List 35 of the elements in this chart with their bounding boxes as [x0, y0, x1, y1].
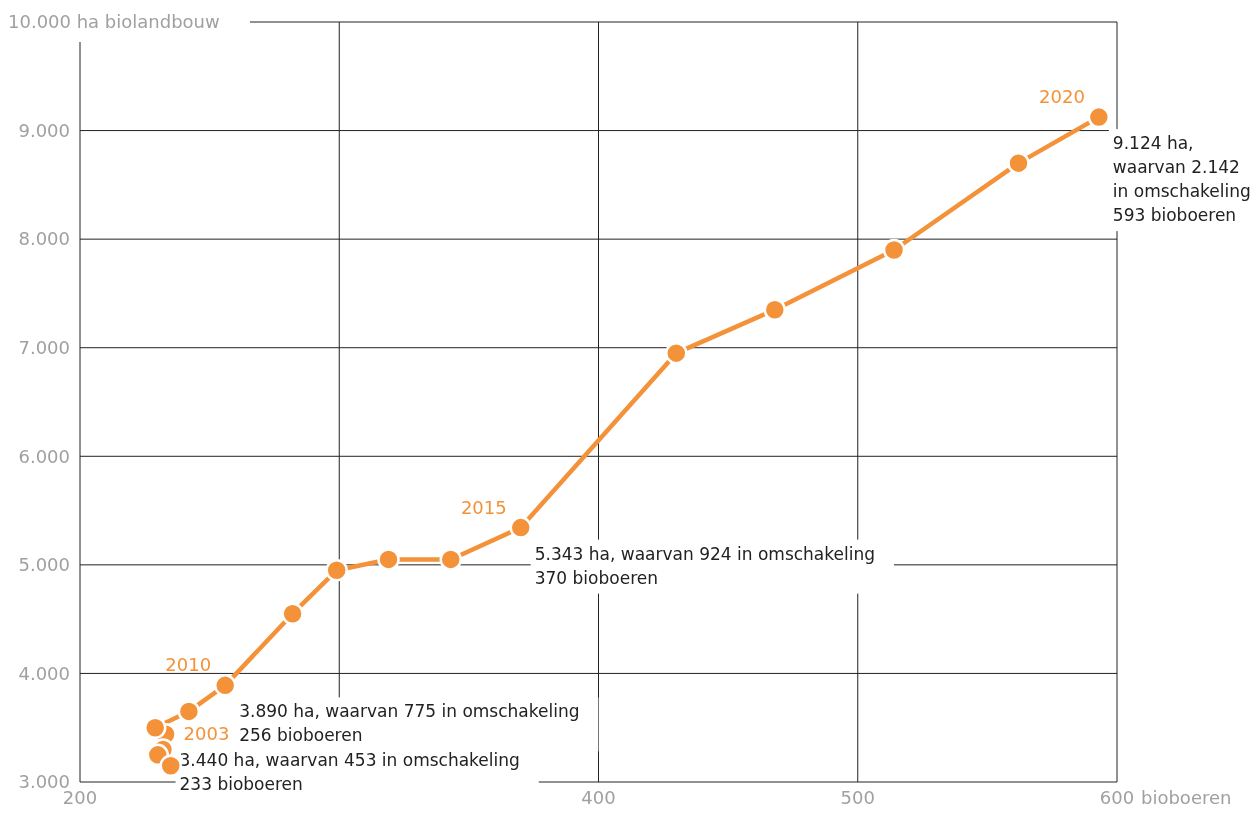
y-tick-label: 4.000 [18, 662, 70, 684]
point [1087, 105, 1111, 129]
y-tick-label: 6.000 [18, 445, 70, 467]
point [509, 516, 532, 539]
y-tick-label: 7.000 [18, 337, 70, 359]
annotation: 2010 [165, 654, 212, 676]
y-tick-label: 8.000 [18, 228, 70, 250]
x-tick-label: 400 [581, 787, 616, 808]
y-axis-title: ha biolandbouw [76, 11, 220, 33]
point [281, 602, 304, 625]
annotation: 2003 [183, 723, 230, 745]
annotation: 3.440 ha, waarvan 453 in omschakeling 233 bioboeren [179, 750, 520, 795]
x-axis-title: bioboeren [1141, 787, 1232, 808]
annotation: 3.890 ha, waarvan 775 in omschakeling 256 bioboeren [239, 701, 580, 746]
y-tick-label: 5.000 [18, 554, 70, 576]
annotation: 9.124 ha, waarvan 2.142 in omschakeling 593 bioboeren [1112, 133, 1251, 226]
point [439, 548, 462, 571]
x-tick-label: 500 [840, 787, 875, 808]
annotation: 5.343 ha, waarvan 924 in omschakeling 370 bioboeren [534, 543, 876, 588]
point [377, 548, 400, 571]
point [177, 700, 201, 723]
point [665, 341, 688, 365]
point [1007, 151, 1030, 175]
x-tick-label: 600 [1099, 787, 1135, 808]
point [213, 674, 237, 697]
annotation: 2015 [460, 496, 507, 518]
point [159, 754, 182, 777]
y-tick-label: 9.000 [18, 119, 70, 141]
point [325, 559, 348, 582]
point [143, 716, 167, 739]
annotation: 2020 [1039, 86, 1085, 108]
point [763, 298, 787, 321]
point [882, 238, 906, 262]
x-tick-label: 200 [62, 787, 98, 808]
y-tick-label: 10.000 [8, 11, 71, 33]
